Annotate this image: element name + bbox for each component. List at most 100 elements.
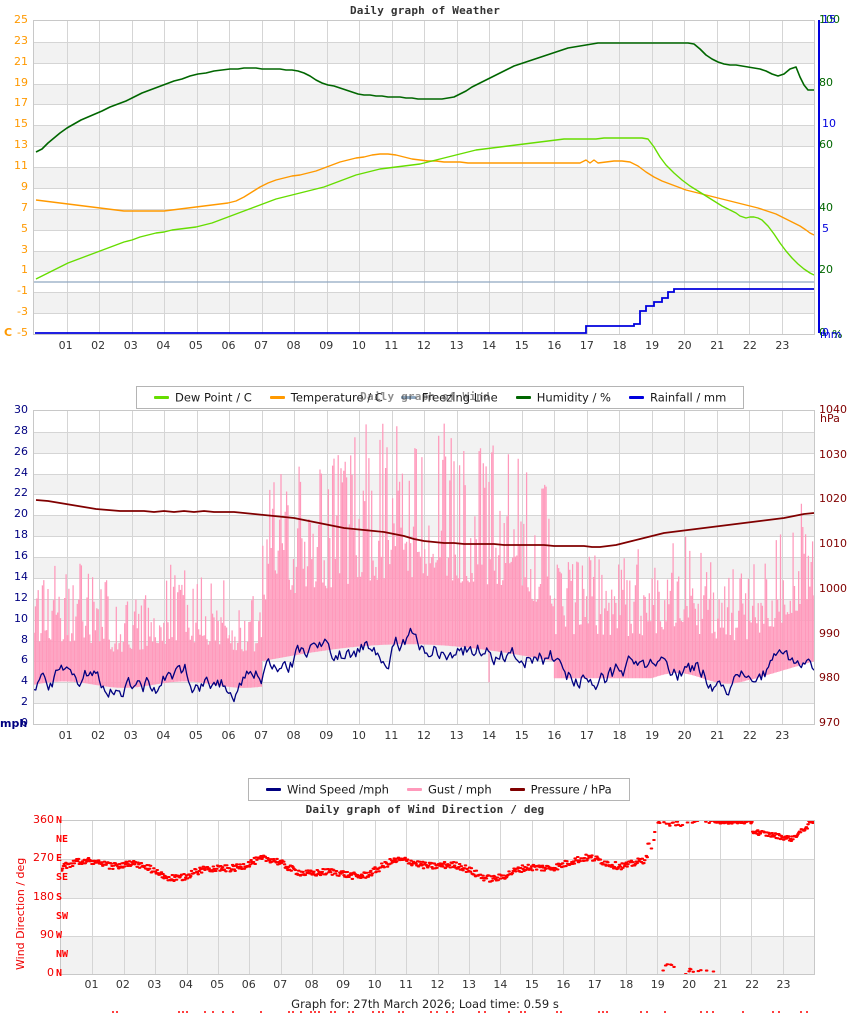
- overflow-marker: [378, 1011, 380, 1013]
- x-tick-label: 01: [84, 978, 99, 991]
- chart-wind-direction-plot-area: [60, 820, 815, 975]
- x-tick-label: 21: [710, 339, 725, 352]
- y-tick-label-left-mph: 18: [14, 528, 28, 542]
- y-tick-label-left: 5: [21, 221, 28, 235]
- legend-label: Pressure / hPa: [530, 782, 612, 797]
- overflow-marker: [178, 1011, 180, 1013]
- overflow-marker: [292, 1011, 294, 1013]
- gridline-vertical: [594, 821, 595, 974]
- chart-wind-direction: Daily graph of Wind Direction / deg Wind…: [0, 800, 850, 1017]
- overflow-marker: [452, 1011, 454, 1013]
- x-tick-label: 03: [147, 978, 162, 991]
- y-tick-label-left: 1: [21, 263, 28, 277]
- gridline-vertical: [751, 821, 752, 974]
- gridline-horizontal: [34, 453, 814, 454]
- y-tick-label-degrees: 360: [33, 813, 54, 826]
- gridline-vertical: [327, 411, 328, 724]
- y-tick-label-left: 19: [14, 75, 28, 89]
- x-tick-label: 15: [514, 339, 529, 352]
- overflow-marker: [182, 1011, 184, 1013]
- gridline-vertical: [229, 21, 230, 334]
- gridline-horizontal: [34, 125, 814, 126]
- weather-legend-item: Freezing Line: [400, 390, 498, 405]
- y-tick-label-left-mph: 0: [21, 716, 28, 729]
- chart-weather-plot-area: [33, 20, 815, 335]
- overflow-marker: [800, 1011, 802, 1013]
- overflow-marker: [382, 1011, 384, 1013]
- legend-swatch: [269, 396, 285, 399]
- y-tick-label-right-rainfall: 15: [822, 13, 836, 26]
- y-tick-label-right-humidity: 100: [819, 13, 840, 26]
- legend-swatch: [515, 396, 531, 399]
- x-tick-label: 15: [524, 978, 539, 991]
- x-tick-label: 20: [677, 339, 692, 352]
- x-tick-label: 10: [351, 339, 366, 352]
- x-tick-label: 22: [742, 729, 757, 742]
- gridline-vertical: [124, 821, 125, 974]
- overflow-marker: [700, 1011, 702, 1013]
- gridline-vertical: [327, 21, 328, 334]
- x-tick-label: 15: [514, 729, 529, 742]
- overflow-marker: [314, 1011, 316, 1013]
- x-tick-label: 08: [286, 729, 301, 742]
- gridline-horizontal: [34, 474, 814, 475]
- y-tick-label-left: 23: [14, 33, 28, 47]
- gridline-vertical: [218, 821, 219, 974]
- y-tick-label-right-hpa: 970: [819, 716, 840, 729]
- x-tick-label: 04: [178, 978, 193, 991]
- overflow-marker: [484, 1011, 486, 1013]
- y-tick-label-right-rainfall: 5: [822, 221, 829, 235]
- gridline-horizontal: [34, 578, 814, 579]
- overflow-marker: [664, 1011, 666, 1013]
- gridline-vertical: [554, 21, 555, 334]
- overflow-marker: [352, 1011, 354, 1013]
- x-tick-label: 23: [776, 978, 791, 991]
- gridline-vertical: [720, 821, 721, 974]
- overflow-marker: [602, 1011, 604, 1013]
- gridline-vertical: [554, 411, 555, 724]
- compass-label: SW: [56, 910, 69, 922]
- gridline-vertical: [469, 821, 470, 974]
- x-tick-label: 19: [650, 978, 665, 991]
- y-tick-label-left-mph: 12: [14, 590, 28, 604]
- chart-weather-right1-unit: %: [832, 328, 843, 341]
- x-tick-label: 11: [399, 978, 414, 991]
- overflow-marker: [372, 1011, 374, 1013]
- overflow-marker: [330, 1011, 332, 1013]
- x-tick-label: 12: [417, 729, 431, 742]
- x-tick-label: 17: [579, 729, 594, 742]
- gridline-vertical: [626, 821, 627, 974]
- overflow-marker: [742, 1011, 744, 1013]
- x-tick-label: 22: [745, 978, 760, 991]
- chart-weather-right2-unit: mm: [820, 328, 842, 341]
- y-tick-label-left: -3: [17, 305, 28, 319]
- overflow-marker: [772, 1011, 774, 1013]
- overflow-marker: [398, 1011, 400, 1013]
- weather-legend-item: Dew Point / C: [154, 390, 252, 405]
- gridline-vertical: [782, 411, 783, 724]
- series-wind-speed: [34, 627, 814, 703]
- series-humidity: [35, 42, 814, 153]
- gridline-vertical: [652, 21, 653, 334]
- x-tick-label: 07: [273, 978, 288, 991]
- chart-weather-series: [34, 42, 814, 334]
- gridline-horizontal: [34, 104, 814, 105]
- x-tick-label: 13: [449, 339, 464, 352]
- gridline-horizontal: [34, 536, 814, 537]
- y-tick-label-left-mph: 16: [14, 549, 28, 563]
- chart-weather-left-unit: C: [4, 326, 13, 339]
- y-tick-label-degrees: 90: [40, 927, 54, 941]
- x-tick-label: 14: [493, 978, 508, 991]
- wind-legend-item: Pressure / hPa: [509, 782, 612, 797]
- gridline-horizontal: [61, 936, 814, 937]
- y-tick-label-left: 13: [14, 138, 28, 152]
- weather-legend-item: Rainfall / mm: [628, 390, 726, 405]
- gridline-vertical: [438, 821, 439, 974]
- y-tick-label-right-hpa: 1040: [819, 403, 847, 416]
- overflow-marker: [116, 1011, 118, 1013]
- overflow-marker: [640, 1011, 642, 1013]
- overflow-marker: [524, 1011, 526, 1013]
- y-tick-label-degrees: 0: [47, 966, 54, 979]
- y-tick-label-left-mph: 10: [14, 611, 28, 625]
- overflow-marker: [430, 1011, 432, 1013]
